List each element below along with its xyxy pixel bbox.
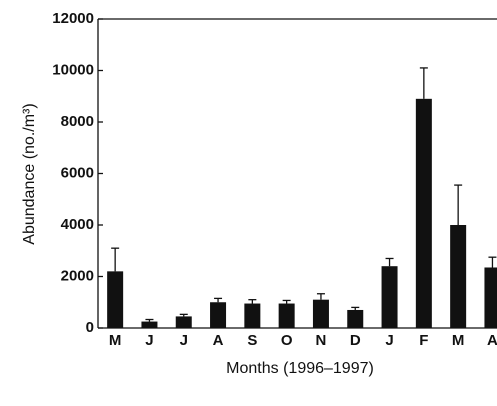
bar [381, 266, 398, 328]
x-tick-label: J [180, 332, 188, 349]
y-tick-label: 10000 [52, 61, 94, 78]
bar [141, 321, 158, 328]
bar [415, 98, 432, 328]
bar [450, 225, 467, 328]
x-tick-label: M [109, 332, 122, 349]
x-tick-label: O [281, 332, 293, 349]
x-tick-label: A [213, 332, 224, 349]
x-axis-label: Months (1996–1997) [226, 360, 374, 377]
x-tick-label: M [452, 332, 465, 349]
x-tick-label: J [145, 332, 153, 349]
bar [484, 267, 497, 328]
x-tick-label: S [247, 332, 257, 349]
bar [175, 316, 192, 328]
x-tick-label: F [419, 332, 428, 349]
x-tick-label: J [385, 332, 393, 349]
bar [210, 302, 227, 328]
bar [312, 299, 329, 328]
y-tick-label: 6000 [61, 164, 94, 181]
y-tick-label: 4000 [61, 216, 94, 233]
bar [347, 309, 364, 328]
y-tick-label: 8000 [61, 113, 94, 130]
x-tick-label: D [350, 332, 361, 349]
y-tick-label: 2000 [61, 267, 94, 284]
bar [244, 303, 261, 328]
y-axis-label: Abundance (no./m³) [21, 103, 38, 244]
y-tick-label: 0 [86, 319, 94, 336]
x-tick-label: A [487, 332, 497, 349]
y-tick-label: 12000 [52, 10, 94, 27]
bar [278, 303, 295, 328]
x-tick-label: N [316, 332, 327, 349]
bar [107, 271, 124, 328]
